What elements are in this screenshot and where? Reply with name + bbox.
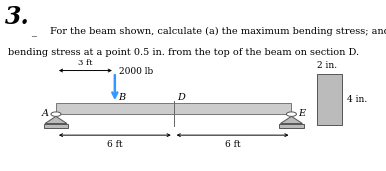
Text: For the beam shown, calculate (a) the maximum bending stress; and (b) the: For the beam shown, calculate (a) the ma…: [50, 27, 386, 36]
Bar: [44, 123, 68, 128]
Polygon shape: [45, 116, 67, 123]
Text: 4 in.: 4 in.: [347, 95, 367, 104]
Text: 3 ft: 3 ft: [78, 59, 93, 67]
Circle shape: [286, 112, 296, 116]
Text: 2000 lb: 2000 lb: [120, 67, 154, 76]
Bar: [317, 74, 342, 125]
Text: 3.: 3.: [5, 5, 30, 29]
Bar: [279, 123, 304, 128]
Text: 6 ft: 6 ft: [107, 140, 123, 149]
Bar: [56, 103, 291, 114]
Text: _: _: [31, 27, 36, 37]
Polygon shape: [281, 116, 303, 123]
Text: A: A: [42, 109, 49, 118]
Text: E: E: [298, 109, 305, 118]
Text: D: D: [178, 93, 185, 102]
Circle shape: [51, 112, 61, 116]
Text: bending stress at a point 0.5 in. from the top of the beam on section D.: bending stress at a point 0.5 in. from t…: [8, 48, 359, 57]
Text: 6 ft: 6 ft: [225, 140, 240, 149]
Text: B: B: [118, 93, 125, 102]
Text: 2 in.: 2 in.: [317, 61, 337, 70]
